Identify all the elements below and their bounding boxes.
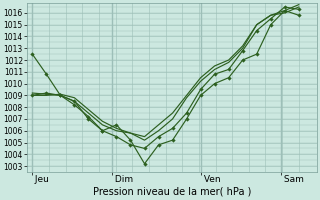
X-axis label: Pression niveau de la mer( hPa ): Pression niveau de la mer( hPa ) [92,187,251,197]
